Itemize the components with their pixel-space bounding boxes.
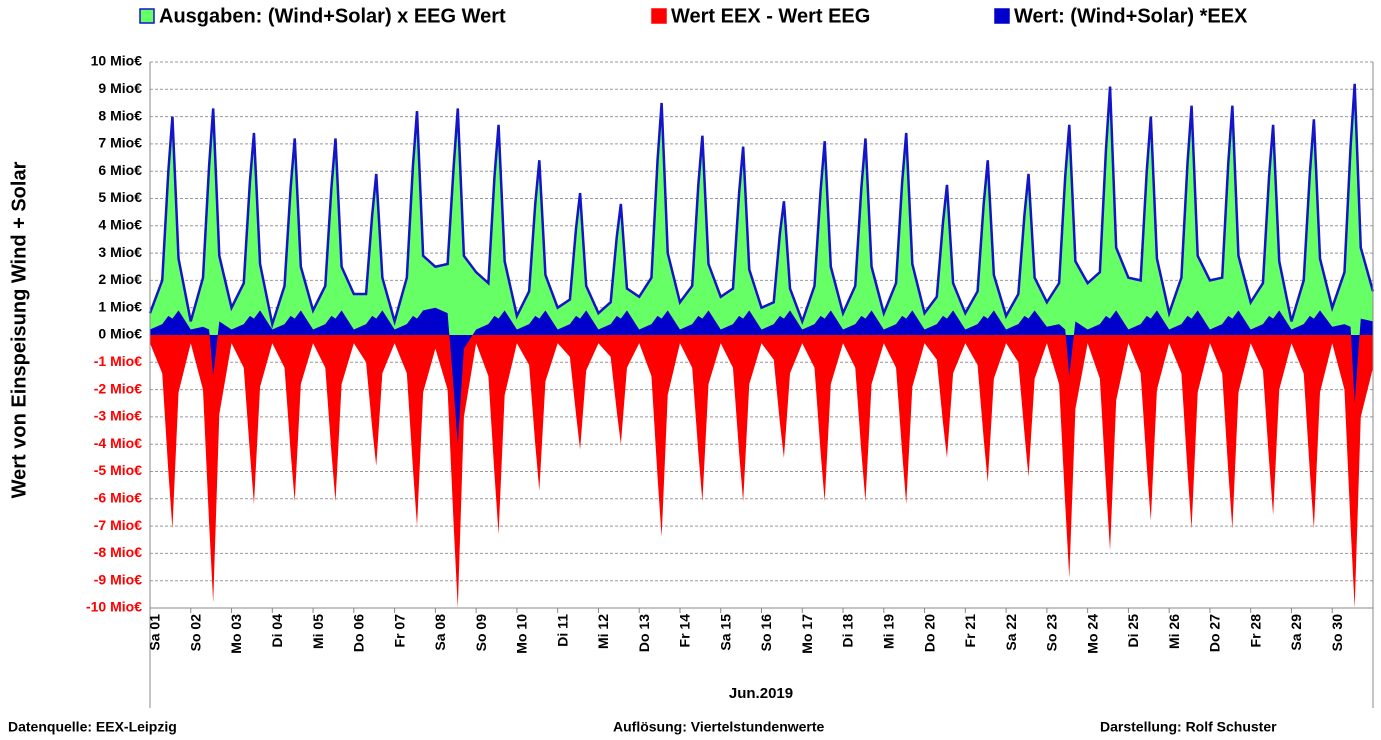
y-axis-title: Wert von Einspeisung Wind + Solar xyxy=(8,161,30,498)
y-tick-label: 8 Mio€ xyxy=(98,107,142,123)
y-tick-label: 6 Mio€ xyxy=(98,162,142,178)
x-tick-label: Di 25 xyxy=(1125,614,1141,648)
y-tick-label: 2 Mio€ xyxy=(98,271,142,287)
legend-swatch xyxy=(651,8,667,24)
footer-note: Auflösung: Viertelstundenwerte xyxy=(613,719,825,735)
y-tick-label: -6 Mio€ xyxy=(94,490,142,506)
x-tick-label: So 30 xyxy=(1329,614,1345,652)
x-tick-label: So 23 xyxy=(1044,614,1060,652)
y-tick-label: 3 Mio€ xyxy=(98,244,142,260)
y-tick-label: -2 Mio€ xyxy=(94,380,142,396)
legend-label: Wert: (Wind+Solar) *EEX xyxy=(1014,5,1248,27)
legend-label: Wert EEX - Wert EEG xyxy=(671,5,870,27)
x-tick-label: Fr 07 xyxy=(391,614,407,648)
y-tick-label: 10 Mio€ xyxy=(91,53,143,69)
x-tick-label: Do 20 xyxy=(921,614,937,652)
x-tick-label: Mo 10 xyxy=(514,614,530,654)
x-tick-label: Do 27 xyxy=(1207,614,1223,652)
area xyxy=(150,307,1373,445)
x-tick-label: Sa 29 xyxy=(1288,614,1304,651)
y-tick-label: 1 Mio€ xyxy=(98,298,142,314)
y-tick-label: 0 Mio€ xyxy=(98,326,142,342)
x-tick-label: Fr 14 xyxy=(677,614,693,648)
x-tick-label: Do 06 xyxy=(351,614,367,652)
x-tick-label: So 16 xyxy=(758,614,774,652)
footer-note: Darstellung: Rolf Schuster xyxy=(1100,719,1277,735)
legend-swatch xyxy=(994,8,1010,24)
y-tick-label: -5 Mio€ xyxy=(94,462,142,478)
y-tick-label: -10 Mio€ xyxy=(86,599,142,615)
x-tick-label: Sa 15 xyxy=(717,614,733,651)
x-tick-label: So 02 xyxy=(187,614,203,652)
x-tick-label: Fr 21 xyxy=(962,614,978,648)
x-axis-title: Jun.2019 xyxy=(729,685,793,702)
y-tick-label: -4 Mio€ xyxy=(94,435,142,451)
y-tick-label: -1 Mio€ xyxy=(94,353,142,369)
x-tick-label: Mi 12 xyxy=(595,614,611,649)
x-tick-label: Do 13 xyxy=(636,614,652,652)
x-tick-label: Sa 08 xyxy=(432,614,448,651)
footer-note: Datenquelle: EEX-Leipzig xyxy=(8,719,177,735)
x-tick-label: Fr 28 xyxy=(1247,614,1263,648)
y-tick-label: -3 Mio€ xyxy=(94,408,142,424)
x-tick-label: Mo 17 xyxy=(799,614,815,654)
y-tick-label: 7 Mio€ xyxy=(98,135,142,151)
x-tick-label: Mo 24 xyxy=(1084,614,1100,654)
x-tick-label: Mo 03 xyxy=(228,614,244,654)
y-tick-label: -7 Mio€ xyxy=(94,517,142,533)
y-tick-label: -8 Mio€ xyxy=(94,544,142,560)
x-tick-label: Di 04 xyxy=(269,614,285,648)
x-tick-label: Di 11 xyxy=(554,614,570,647)
x-tick-label: Mi 26 xyxy=(1166,614,1182,649)
x-tick-label: Di 18 xyxy=(840,614,856,648)
y-tick-label: 4 Mio€ xyxy=(98,217,142,233)
x-tick-label: So 09 xyxy=(473,614,489,652)
x-tick-label: Sa 22 xyxy=(1003,614,1019,651)
x-tick-label: Sa 01 xyxy=(147,614,163,651)
legend-label: Ausgaben: (Wind+Solar) x EEG Wert xyxy=(159,5,506,27)
x-tick-label: Mi 19 xyxy=(881,614,897,649)
x-tick-label: Mi 05 xyxy=(310,614,326,649)
y-tick-label: -9 Mio€ xyxy=(94,571,142,587)
area-outline xyxy=(148,83,1375,330)
y-tick-label: 9 Mio€ xyxy=(98,80,142,96)
y-tick-label: 5 Mio€ xyxy=(98,189,142,205)
legend-swatch xyxy=(139,8,155,24)
